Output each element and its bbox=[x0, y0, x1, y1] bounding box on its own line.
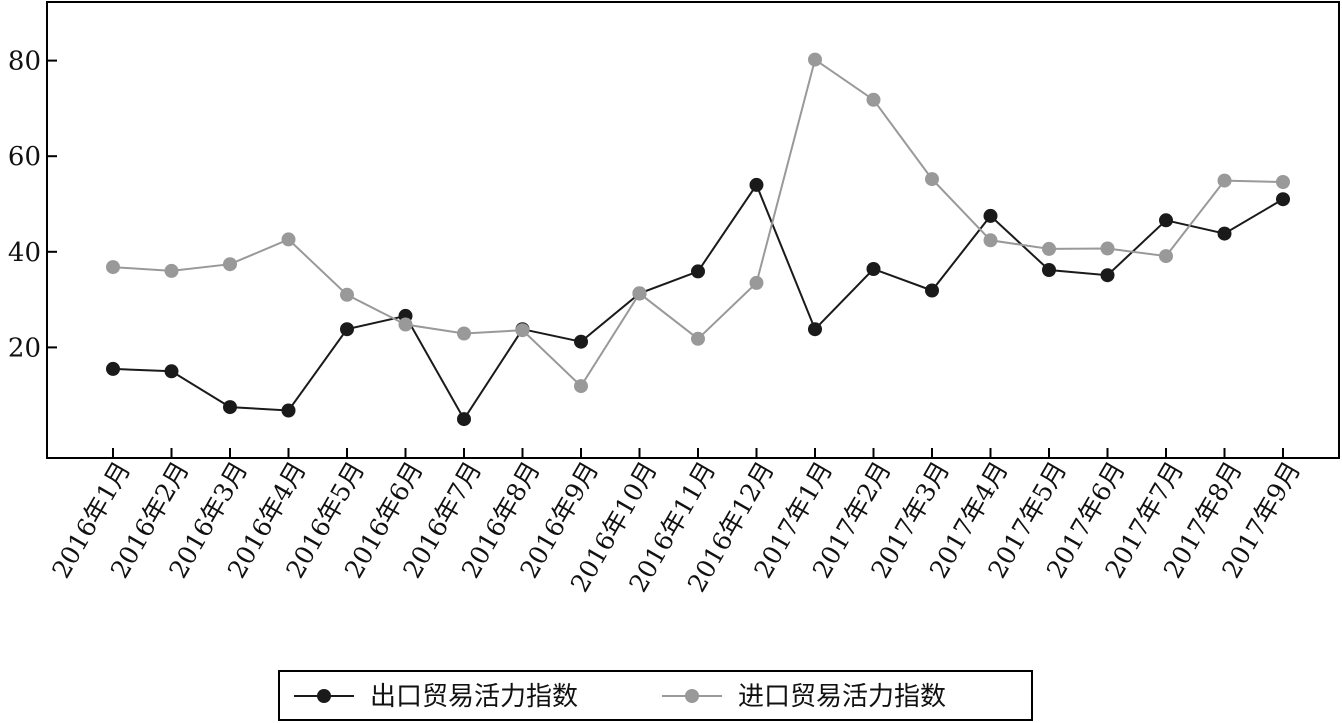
series-import bbox=[106, 52, 1290, 394]
data-point bbox=[398, 317, 413, 332]
data-point bbox=[1042, 263, 1056, 277]
data-point bbox=[281, 403, 296, 418]
data-point bbox=[1276, 192, 1290, 207]
data-point bbox=[1100, 268, 1115, 283]
data-point bbox=[1276, 175, 1290, 189]
legend-marker-export bbox=[317, 689, 331, 703]
data-point bbox=[281, 232, 296, 247]
data-point bbox=[164, 263, 179, 278]
data-point bbox=[1100, 241, 1115, 256]
y-tick-label: 80 bbox=[8, 47, 41, 77]
legend-box bbox=[278, 670, 1033, 721]
data-point bbox=[983, 208, 998, 223]
legend: 出口贸易活力指数 进口贸易活力指数 bbox=[278, 670, 1033, 721]
data-point bbox=[223, 400, 237, 415]
data-point bbox=[1217, 173, 1232, 188]
data-point bbox=[866, 262, 881, 276]
data-point bbox=[574, 379, 588, 394]
plot-frame bbox=[46, 1, 1340, 459]
data-point bbox=[340, 287, 354, 302]
data-point bbox=[808, 322, 822, 337]
data-point bbox=[223, 257, 237, 272]
data-point bbox=[340, 322, 354, 337]
data-point bbox=[925, 283, 939, 298]
legend-marker-import bbox=[685, 689, 699, 703]
data-point bbox=[983, 233, 998, 248]
y-tick-label: 60 bbox=[8, 142, 41, 172]
data-point bbox=[515, 323, 530, 338]
legend-label-import: 进口贸易活力指数 bbox=[738, 682, 946, 712]
y-tick-label: 20 bbox=[8, 333, 41, 363]
data-point bbox=[106, 361, 120, 376]
data-point bbox=[457, 326, 471, 341]
series-line bbox=[112, 182, 1284, 422]
data-point bbox=[691, 331, 705, 346]
data-point bbox=[691, 264, 705, 279]
data-point bbox=[1159, 213, 1173, 228]
data-point bbox=[164, 364, 179, 379]
data-point bbox=[1217, 226, 1232, 241]
y-axis: 20 40 60 80 bbox=[8, 47, 57, 363]
series-export bbox=[106, 177, 1290, 427]
data-point bbox=[925, 172, 939, 187]
legend-label-export: 出口贸易活力指数 bbox=[370, 682, 578, 712]
data-point bbox=[574, 334, 588, 349]
data-point bbox=[808, 52, 822, 67]
data-point bbox=[866, 92, 881, 107]
data-point bbox=[749, 177, 764, 192]
data-point bbox=[632, 286, 647, 301]
series-layer bbox=[106, 52, 1290, 427]
x-axis: 2016年1月2016年2月2016年3月2016年4月2016年5月2016年… bbox=[46, 448, 1306, 597]
y-tick-label: 40 bbox=[8, 238, 41, 268]
data-point bbox=[457, 412, 471, 427]
data-point bbox=[749, 275, 764, 290]
data-point bbox=[1159, 249, 1173, 264]
data-point bbox=[1042, 241, 1056, 256]
data-point bbox=[106, 260, 120, 275]
